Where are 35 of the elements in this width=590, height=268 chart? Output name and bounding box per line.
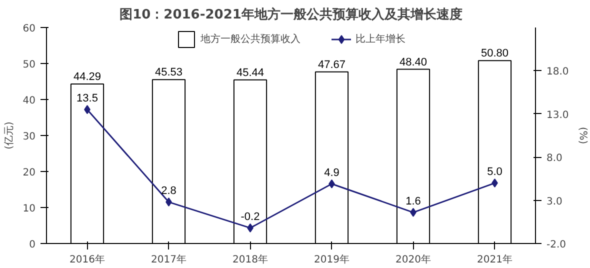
data-label: 50.80	[480, 48, 509, 60]
y2-tick-label: 8.0	[546, 153, 562, 164]
chart-title: 图10：2016-2021年地方一般公共预算收入及其增长速度	[120, 6, 462, 22]
y2-tick-label: 18.0	[546, 66, 569, 78]
data-label: 45.44	[236, 66, 264, 79]
x-tick-label: 2021年	[477, 254, 512, 266]
y-tick-label: 20	[22, 168, 36, 178]
y-tick-label: 40	[22, 96, 36, 106]
data-label: -0.2	[240, 210, 260, 223]
data-label: 44.29	[73, 71, 102, 84]
x-tick-label: 2016年	[70, 254, 105, 266]
legend-label: 比上年增长	[356, 32, 406, 46]
x-tick-label: 2020年	[396, 254, 431, 266]
y-axis-title: (亿元)	[4, 122, 15, 150]
data-label: 4.9	[324, 166, 340, 179]
data-label: 47.67	[318, 58, 346, 71]
y2-axis-title: (%)	[576, 126, 588, 144]
y2-tick-label: 13.0	[546, 110, 569, 121]
x-tick-label: 2017年	[151, 254, 186, 266]
y-tick-label: 0	[29, 240, 36, 250]
y-tick-label: 30	[22, 132, 36, 142]
legend-label: 地方一般公共预算收入	[200, 32, 300, 46]
data-label: 1.6	[406, 195, 421, 208]
y2-tick-label: 3.0	[546, 196, 562, 208]
data-label: 2.8	[161, 185, 176, 198]
data-label: 45.53	[154, 66, 183, 79]
data-label: 48.40	[399, 56, 428, 68]
y2-tick-label: -2.0	[546, 240, 566, 250]
y-tick-label: 10	[22, 204, 36, 214]
y-tick-label: 60	[22, 24, 36, 34]
x-tick-label: 2018年	[232, 254, 268, 266]
data-label: 5.0	[487, 166, 502, 178]
y-tick-label: 50	[22, 60, 36, 70]
x-tick-label: 2019年	[314, 254, 350, 266]
data-label: 13.5	[76, 92, 98, 105]
